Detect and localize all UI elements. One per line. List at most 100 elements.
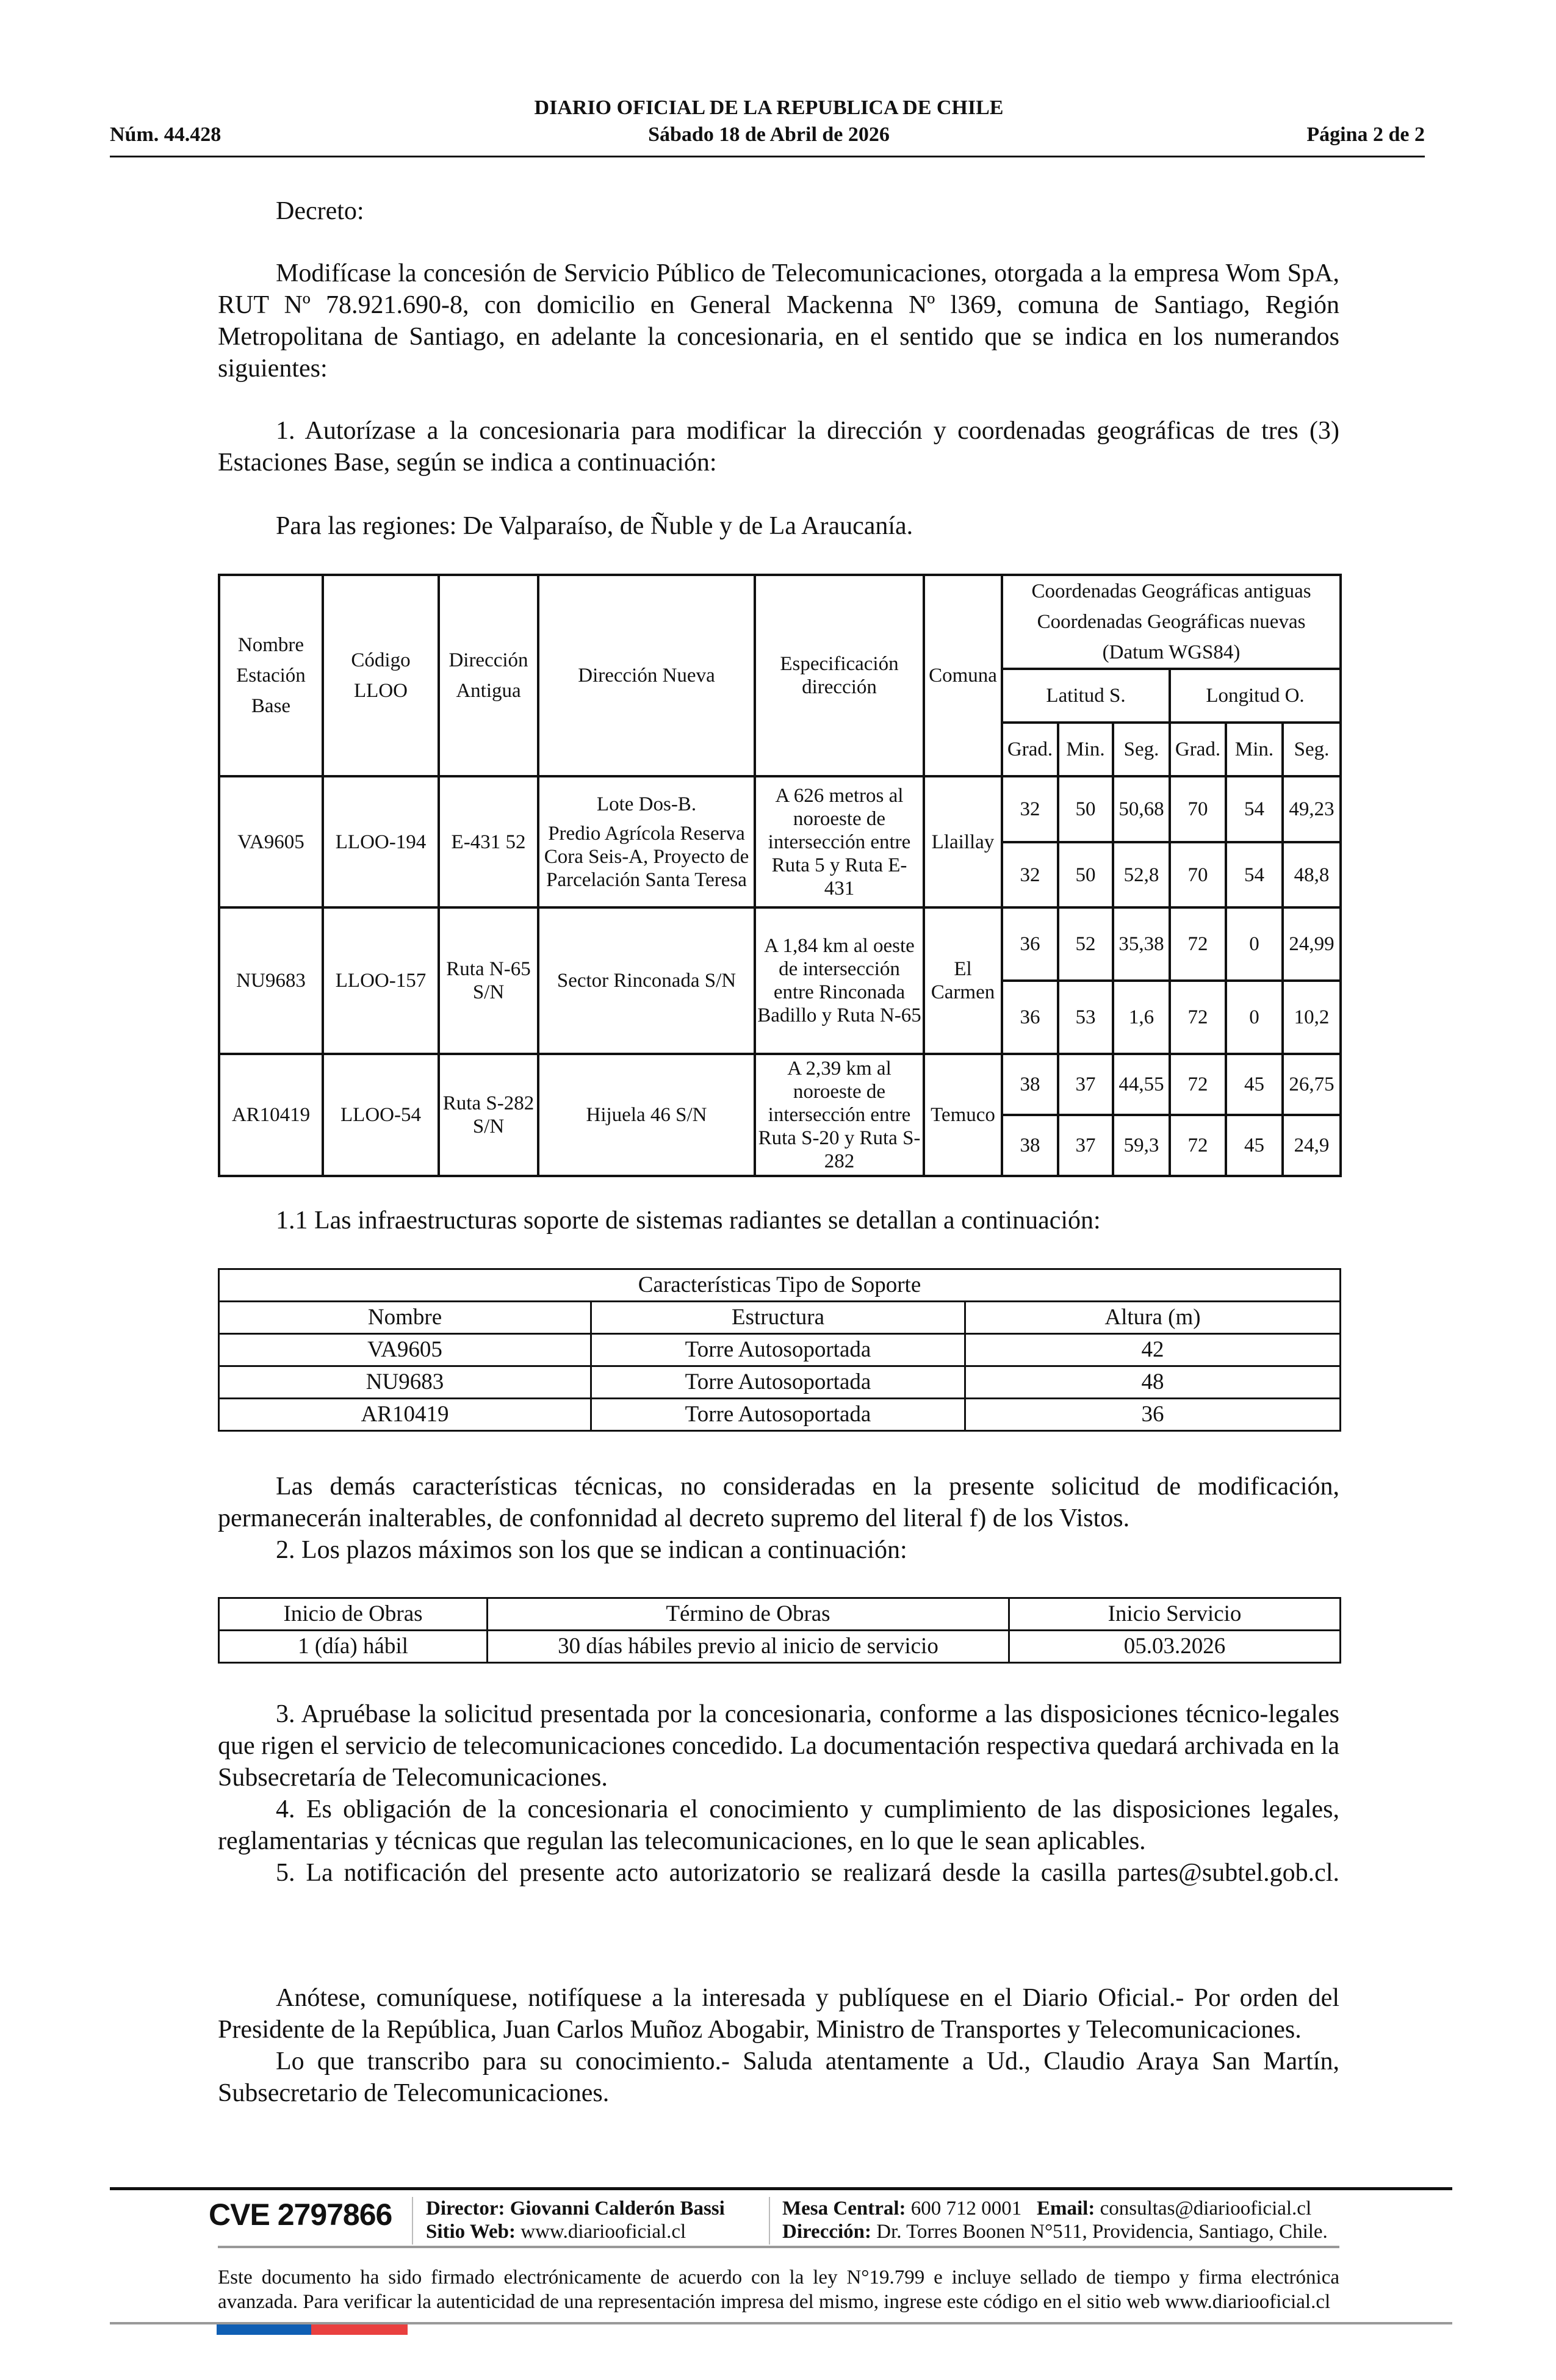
paragraph-modificacion: Modifícase la concesión de Servicio Públ…: [218, 258, 1339, 384]
email-label: Email:: [1037, 2198, 1095, 2220]
issue-date: Sábado 18 de Abril de 2026: [648, 123, 890, 146]
cell-dir-nueva: Sector Rinconada S/N: [537, 906, 756, 1055]
coord-new: 38: [1001, 1114, 1059, 1177]
cell-dir_antigua: Ruta N-65 S/N: [438, 906, 539, 1055]
support-cell: Torre Autosoportada: [590, 1333, 966, 1367]
director-name: Giovanni Calderón Bassi: [510, 2198, 725, 2220]
support-cell: Torre Autosoportada: [590, 1365, 966, 1399]
dir-nueva-line: Hijuela 46 S/N: [586, 1104, 707, 1126]
coord-old: 45: [1225, 1053, 1284, 1116]
decreto-text: Decreto:: [276, 197, 364, 225]
deadlines-header-row: Inicio de Obras Término de Obras Inicio Se…: [218, 1597, 1341, 1631]
legal-notice: Este documento ha sido firmado electróni…: [218, 2266, 1339, 2313]
cell-dir-nueva: Lote Dos-B. Predio Agrícola Reserva Cora …: [537, 775, 756, 909]
dir-nueva-line: Lote Dos-B.: [596, 793, 697, 815]
station-row: VA9605 LLOO-194 E-431 52 Lote Dos-B. Predio …: [218, 775, 1342, 909]
coord-new: 45: [1225, 1114, 1284, 1177]
coords-old-label: Coordenadas Geográficas antiguas: [1031, 580, 1311, 602]
coords-new-label: Coordenadas Geográficas nuevas: [1037, 611, 1306, 633]
coord-new: 70: [1169, 841, 1227, 909]
cell-dir-nueva: Hijuela 46 S/N: [537, 1053, 756, 1177]
address-label: Dirección:: [782, 2221, 872, 2243]
deadlines-table: Inicio de Obras Término de Obras Inicio Se…: [218, 1597, 1341, 1664]
support-cell: 42: [963, 1333, 1342, 1367]
cell-dir_antigua: E-431 52: [438, 775, 539, 909]
paragraph-item-1-1: 1.1 Las infraestructuras soporte de sist…: [218, 1205, 1339, 1236]
header-especificacion: Especificación dirección: [754, 574, 925, 777]
support-table-title: Características Tipo de Soporte: [217, 1268, 1342, 1302]
footer-top-rule: [110, 2187, 1452, 2190]
email-link[interactable]: consultas@diariooficial.cl: [1100, 2198, 1312, 2220]
deadlines-header: Término de Obras: [486, 1597, 1010, 1631]
cell-nombre: NU9683: [218, 906, 324, 1055]
cell-nombre: VA9605: [218, 775, 324, 909]
deadlines-header: Inicio de Obras: [218, 1597, 488, 1631]
support-cell: AR10419: [218, 1397, 592, 1432]
deadlines-cell: 1 (día) hábil: [218, 1629, 488, 1664]
header-lon-grad: Grad.: [1169, 721, 1227, 777]
header-dir-nueva: Dirección Nueva: [537, 574, 756, 777]
coord-new: 50: [1057, 841, 1114, 909]
deadlines-header: Inicio Servicio: [1008, 1597, 1341, 1631]
coord-old: 36: [1001, 906, 1059, 982]
paragraph-text: 1.1 Las infraestructuras soporte de sist…: [276, 1206, 1101, 1235]
coord-old: 35,38: [1112, 906, 1171, 982]
footer-mid-rule: [218, 2246, 1339, 2248]
coord-old: 37: [1057, 1053, 1114, 1116]
coord-new: 53: [1057, 979, 1114, 1055]
coord-old: 50,68: [1112, 775, 1171, 843]
header-latitud: Latitud S.: [1001, 668, 1171, 724]
header-coordenadas: Coordenadas Geográficas antiguas Coorden…: [1000, 574, 1342, 670]
coord-old: 72: [1169, 906, 1227, 982]
station-row-new-coords: 36 53 1,6 72 0 10,2: [219, 979, 1342, 1055]
deadlines-cell: 30 días hábiles previo al inicio de serv…: [486, 1629, 1010, 1664]
header-lon-min: Min.: [1225, 721, 1284, 777]
paragraph-anotese: Anótese, comuníquese, notifíquese a la i…: [218, 1984, 1339, 2044]
station-row-new-coords: 32 50 52,8 70 54 48,8: [219, 841, 1342, 909]
cell-codigo: LLOO-194: [322, 775, 440, 909]
coord-new: 72: [1169, 979, 1227, 1055]
director-label: Director:: [426, 2198, 505, 2220]
deadlines-row: 1 (día) hábil 30 días hábiles previo al i…: [218, 1629, 1341, 1664]
web-label: Sitio Web:: [426, 2221, 516, 2243]
coord-new: 10,2: [1281, 979, 1342, 1055]
cell-comuna: El Carmen: [923, 906, 1003, 1055]
cell-comuna: Llaillay: [923, 775, 1003, 909]
coord-old: 72: [1169, 1053, 1227, 1116]
paragraph-items-3-5: 3. Apruébase la solicitud presentada por…: [218, 1698, 1339, 1889]
coord-old: 50: [1057, 775, 1114, 843]
paragraph-closing: Anótese, comuníquese, notifíquese a la i…: [218, 1982, 1339, 2109]
paragraph-transcribo: Lo que transcribo para su conocimiento.-…: [218, 2047, 1339, 2107]
coord-new: 59,3: [1112, 1114, 1171, 1177]
paragraph-item-1: 1. Autorízase a la concesionaria para mo…: [218, 415, 1339, 478]
paragraph-item-2: 2. Los plazos máximos son los que se ind…: [276, 1536, 907, 1564]
footer-divider: [769, 2197, 770, 2245]
dir-nueva-line: Sector Rinconada S/N: [556, 970, 737, 992]
coord-new: 36: [1001, 979, 1059, 1055]
support-cell: NU9683: [218, 1365, 592, 1399]
support-header: Nombre: [218, 1300, 592, 1335]
footer-divider: [412, 2197, 413, 2245]
mesa-label: Mesa Central:: [782, 2198, 906, 2220]
cell-nombre: AR10419: [218, 1053, 324, 1177]
paragraph-item-5: 5. La notificación del presente acto aut…: [276, 1859, 1339, 1887]
coord-old: 32: [1001, 775, 1059, 843]
header-codigo: Código LLOO: [322, 574, 440, 777]
coord-old: 52: [1057, 906, 1114, 982]
paragraph-item-3: 3. Apruébase la solicitud presentada por…: [218, 1700, 1339, 1792]
flag-bar-blue: [217, 2324, 311, 2335]
website-link[interactable]: www.diariooficial.cl: [520, 2221, 686, 2243]
coord-old: 44,55: [1112, 1053, 1171, 1116]
coord-new: 1,6: [1112, 979, 1171, 1055]
paragraph-demas: Las demás características técnicas, no c…: [218, 1471, 1339, 1566]
cell-codigo: LLOO-157: [322, 906, 440, 1055]
header-rule: [110, 156, 1425, 157]
support-cell: Torre Autosoportada: [590, 1397, 966, 1432]
station-row: NU9683 LLOO-157 Ruta N-65 S/N Sector Rincon…: [218, 906, 1342, 1055]
paragraph-text: Las demás características técnicas, no c…: [218, 1473, 1339, 1532]
coord-old: 0: [1225, 906, 1284, 982]
support-cell: 36: [963, 1397, 1342, 1432]
header-longitud: Longitud O.: [1168, 668, 1342, 724]
coord-new: 24,9: [1281, 1114, 1342, 1177]
coords-datum-label: (Datum WGS84): [1102, 641, 1241, 663]
